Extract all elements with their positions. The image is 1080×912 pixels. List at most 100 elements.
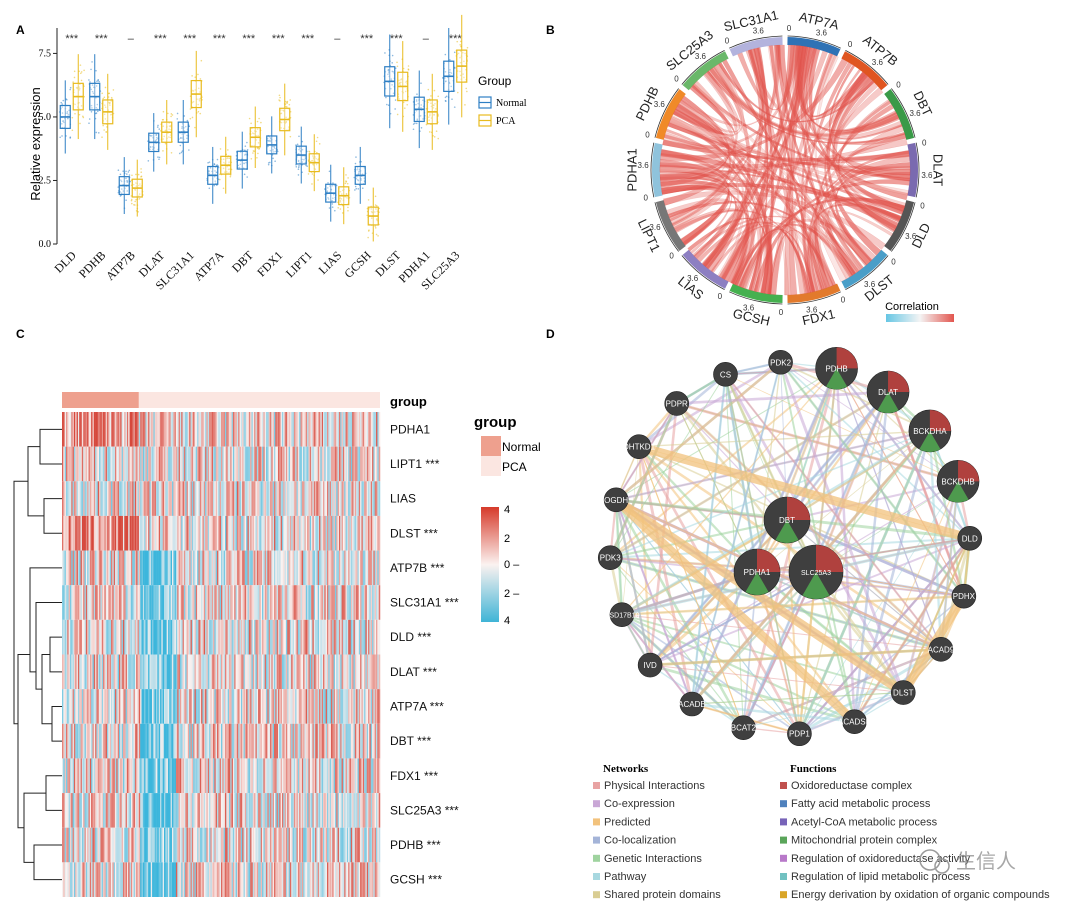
a-jitter-point	[295, 144, 297, 146]
a-jitter-point	[387, 73, 389, 76]
a-jitter-point	[280, 109, 282, 111]
a-jitter-point	[133, 203, 135, 206]
a-jitter-point	[272, 157, 274, 160]
c-legend-pca-label: PCA	[502, 460, 527, 474]
a-jitter-point	[79, 64, 82, 66]
a-jitter-point	[71, 116, 74, 119]
a-jitter-point	[256, 120, 259, 123]
panel-label-c: C	[16, 327, 25, 341]
a-jitter-point	[394, 99, 397, 101]
a-jitter-point	[420, 106, 422, 109]
a-box-pca	[71, 54, 85, 140]
a-jitter-point	[398, 98, 401, 100]
a-box-pca	[366, 187, 381, 242]
c-row-label: LIAS	[390, 492, 416, 506]
a-jitter-point	[74, 112, 76, 115]
a-jitter-point	[61, 135, 63, 137]
a-jitter-point	[459, 43, 462, 46]
a-jitter-point	[267, 163, 270, 166]
a-jitter-point	[285, 121, 288, 123]
c-row-label: LIPT1 ***	[390, 457, 440, 471]
a-jitter-point	[125, 177, 128, 180]
a-jitter-point	[394, 108, 396, 110]
a-legend-pca-label: PCA	[496, 116, 516, 127]
a-jitter-point	[298, 148, 300, 151]
a-x-tick-label: DBT	[229, 248, 256, 275]
c-scale-tick: 2	[504, 533, 510, 545]
c-heatmap-cell	[378, 793, 381, 828]
c-annotation-label: group	[390, 394, 427, 409]
a-jitter-point	[80, 79, 83, 82]
a-jitter-point	[61, 106, 63, 108]
a-jitter-point	[109, 102, 111, 104]
a-jitter-point	[334, 209, 336, 212]
a-jitter-point	[223, 161, 225, 164]
a-legend-pca: PCA	[478, 114, 516, 127]
b-tick-label: 0	[779, 308, 784, 317]
c-heatmap-cell	[378, 412, 381, 447]
a-jitter-point	[356, 168, 358, 171]
a-jitter-point	[391, 54, 394, 57]
a-jitter-point	[415, 103, 417, 106]
a-jitter-point	[297, 166, 300, 169]
a-jitter-point	[149, 145, 152, 148]
b-tick-label: 0	[645, 131, 650, 140]
a-jitter-point	[161, 118, 164, 121]
a-jitter-point	[158, 158, 160, 161]
a-box-pca	[278, 83, 292, 156]
a-jitter-point	[456, 91, 459, 94]
a-jitter-point	[189, 108, 192, 110]
a-jitter-point	[392, 92, 395, 95]
a-jitter-point	[83, 69, 85, 72]
a-jitter-point	[430, 95, 432, 97]
a-jitter-point	[377, 235, 379, 237]
a-jitter-point	[308, 150, 310, 153]
a-jitter-point	[357, 188, 360, 190]
c-heatmap-cell	[378, 515, 381, 551]
a-jitter-point	[158, 156, 161, 159]
c-legend-pca-key	[481, 456, 501, 476]
a-jitter-point	[104, 86, 107, 89]
panel-label-b: B	[546, 23, 555, 37]
a-jitter-point	[194, 76, 197, 78]
a-jitter-point	[445, 100, 447, 102]
a-jitter-point	[169, 134, 172, 136]
a-jitter-point	[73, 70, 76, 73]
a-jitter-point	[267, 162, 270, 164]
a-jitter-point	[126, 173, 128, 175]
a-jitter-point	[466, 46, 469, 49]
b-tick-label: 0	[669, 251, 674, 260]
panel-d-network: PDHBDLATBCKDHABCKDHBDLDPDHXACAD9DLSTACAD…	[593, 347, 1050, 901]
c-dendrogram-branch	[27, 446, 44, 517]
a-jitter-point	[406, 103, 409, 106]
a-jitter-point	[328, 170, 331, 173]
a-jitter-point	[451, 98, 453, 100]
a-jitter-point	[101, 92, 103, 95]
a-legend-normal: Normal	[478, 96, 527, 109]
a-jitter-point	[332, 193, 335, 196]
a-jitter-point	[374, 225, 377, 227]
a-jitter-point	[134, 200, 136, 203]
c-dendrogram-branch	[43, 498, 62, 534]
a-jitter-point	[79, 72, 82, 75]
a-jitter-point	[384, 52, 386, 54]
a-jitter-point	[258, 147, 261, 150]
a-jitter-point	[63, 121, 65, 124]
a-jitter-point	[243, 162, 245, 164]
a-jitter-point	[191, 101, 194, 104]
a-significance-label: –	[334, 33, 341, 45]
a-jitter-point	[95, 97, 97, 99]
a-y-tick-label: 7.5	[39, 48, 52, 59]
a-jitter-point	[344, 182, 347, 185]
a-box-pca	[248, 106, 262, 169]
a-jitter-point	[181, 125, 183, 128]
a-jitter-point	[95, 85, 98, 87]
a-jitter-point	[390, 78, 393, 80]
a-jitter-point	[213, 184, 216, 187]
a-jitter-point	[288, 103, 291, 106]
a-jitter-point	[356, 167, 359, 169]
a-jitter-point	[126, 190, 129, 192]
a-jitter-point	[194, 126, 196, 129]
b-sector-label: GCSH	[731, 306, 771, 329]
a-jitter-point	[162, 125, 165, 128]
